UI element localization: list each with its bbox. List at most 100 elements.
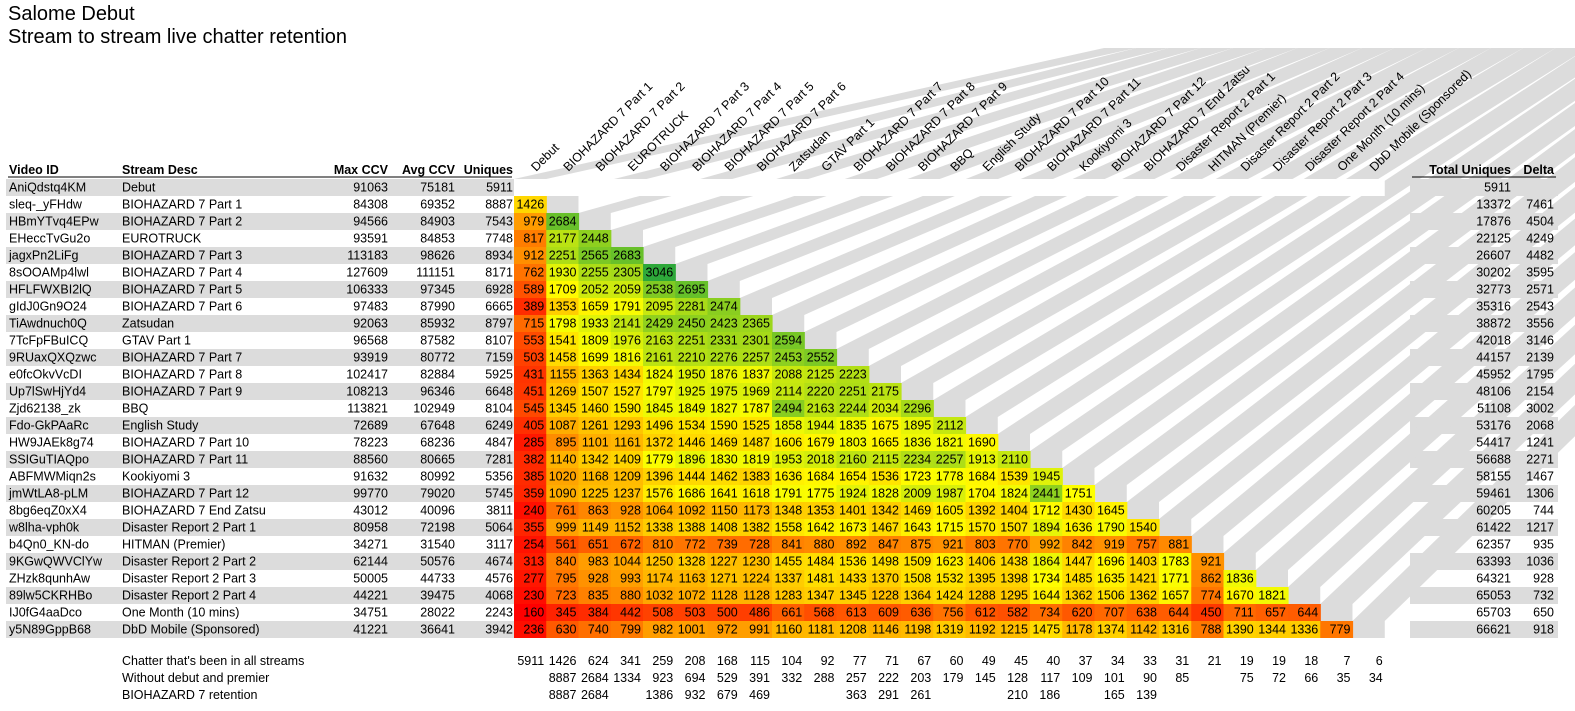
heatmap-cell bbox=[739, 315, 773, 332]
footer-value: 66 bbox=[1304, 671, 1318, 685]
footer-value: 60 bbox=[950, 654, 964, 668]
heatmap-cell-value: 1821 bbox=[1258, 589, 1286, 603]
heatmap-cell bbox=[868, 604, 902, 621]
row-total-uniques: 66621 bbox=[1476, 623, 1511, 637]
heatmap-cell bbox=[1062, 485, 1096, 502]
heatmap-cell-value: 1803 bbox=[839, 436, 867, 450]
heatmap-cell-value: 661 bbox=[781, 606, 802, 620]
heatmap-cell-value: 277 bbox=[523, 572, 544, 586]
row-avg-ccv: 96346 bbox=[420, 385, 455, 399]
heatmap-cell bbox=[546, 570, 580, 587]
row-video-id: ZHzk8qunhAw bbox=[9, 572, 91, 586]
row-stream-desc: Zatsudan bbox=[122, 317, 174, 331]
heatmap-cell-value: 451 bbox=[523, 385, 544, 399]
heatmap-cell-value: 999 bbox=[556, 521, 577, 535]
heatmap-cell bbox=[739, 621, 773, 638]
heatmap-cell bbox=[772, 468, 805, 485]
heatmap-cell bbox=[1094, 502, 1128, 519]
row-stream-desc: GTAV Part 1 bbox=[122, 334, 191, 348]
row-delta: 4482 bbox=[1526, 249, 1554, 263]
header-video-id: Video ID bbox=[9, 163, 59, 177]
heatmap-cell bbox=[804, 434, 838, 451]
heatmap-cell-value: 2115 bbox=[872, 453, 899, 467]
heatmap-cell bbox=[1030, 587, 1063, 604]
row-avg-ccv: 80992 bbox=[420, 470, 455, 484]
row-stream-desc: BIOHAZARD 7 Part 9 bbox=[122, 385, 242, 399]
heatmap-cell bbox=[997, 519, 1031, 536]
heatmap-cell bbox=[675, 451, 709, 468]
heatmap-cell-value: 1261 bbox=[581, 419, 609, 433]
heatmap-cell bbox=[707, 366, 741, 383]
footer-value: 19 bbox=[1272, 654, 1286, 668]
heatmap-cell bbox=[610, 264, 644, 281]
row-video-id: AniQdstq4KM bbox=[9, 181, 86, 195]
heatmap-cell-value: 1798 bbox=[549, 317, 577, 331]
heatmap-cell bbox=[933, 502, 967, 519]
heatmap-cell-value: 1699 bbox=[581, 351, 609, 365]
heatmap-cell bbox=[1126, 621, 1160, 638]
footer-value: 34 bbox=[1111, 654, 1125, 668]
heatmap-cell-value: 1953 bbox=[774, 453, 802, 467]
row-avg-ccv: 80665 bbox=[420, 453, 455, 467]
heatmap-cell-value: 1396 bbox=[645, 470, 673, 484]
heatmap-cell-value: 1342 bbox=[871, 504, 899, 518]
heatmap-cell-value: 1498 bbox=[871, 555, 899, 569]
row-delta: 2571 bbox=[1526, 283, 1554, 297]
row-uniques: 7748 bbox=[485, 232, 513, 246]
heatmap-cell-value: 1636 bbox=[774, 470, 802, 484]
row-total-uniques: 65703 bbox=[1476, 606, 1511, 620]
heatmap-cell-value: 389 bbox=[523, 300, 544, 314]
heatmap-cell-value: 921 bbox=[943, 538, 964, 552]
heatmap-cell bbox=[933, 553, 967, 570]
heatmap-cell-value: 1209 bbox=[613, 470, 641, 484]
heatmap-cell-value: 2474 bbox=[710, 300, 738, 314]
heatmap-cell-value: 1539 bbox=[1000, 470, 1028, 484]
row-avg-ccv: 85932 bbox=[420, 317, 455, 331]
heatmap-cell bbox=[836, 468, 870, 485]
heatmap-cell bbox=[1159, 570, 1192, 587]
row-uniques: 8171 bbox=[485, 266, 513, 280]
footer-value: 391 bbox=[749, 671, 770, 685]
heatmap-cell bbox=[578, 281, 612, 298]
heatmap-cell bbox=[514, 332, 547, 349]
heatmap-cell-value: 1344 bbox=[1258, 623, 1286, 637]
heatmap-cell-value: 1328 bbox=[678, 555, 706, 569]
heatmap-cell-value: 2257 bbox=[936, 453, 964, 467]
heatmap-cell-value: 817 bbox=[523, 232, 544, 246]
heatmap-cell-value: 1507 bbox=[1000, 521, 1028, 535]
heatmap-cell bbox=[1159, 604, 1192, 621]
row-uniques: 6249 bbox=[485, 419, 513, 433]
page-subtitle: Stream to stream live chatter retention bbox=[8, 26, 348, 48]
heatmap-cell bbox=[1094, 604, 1128, 621]
heatmap-cell-value: 1849 bbox=[678, 402, 706, 416]
heatmap-cell-value: 1791 bbox=[613, 300, 641, 314]
heatmap-cell bbox=[772, 417, 805, 434]
heatmap-cell bbox=[933, 434, 967, 451]
heatmap-cell-value: 762 bbox=[523, 266, 544, 280]
heatmap-cell-value: 991 bbox=[749, 623, 770, 637]
row-max-ccv: 44221 bbox=[353, 589, 388, 603]
column-header-band bbox=[675, 48, 1298, 264]
heatmap-cell-value: 835 bbox=[588, 589, 609, 603]
heatmap-cell bbox=[965, 519, 999, 536]
heatmap-cell bbox=[1126, 587, 1160, 604]
row-uniques: 3811 bbox=[486, 504, 513, 518]
row-total-uniques: 5911 bbox=[1484, 181, 1511, 195]
row-delta: 1795 bbox=[1526, 368, 1554, 382]
row-delta: 1467 bbox=[1526, 470, 1554, 484]
heatmap-cell-value: 1462 bbox=[710, 470, 738, 484]
row-avg-ccv: 102949 bbox=[413, 402, 455, 416]
heatmap-cell-value: 1149 bbox=[582, 521, 609, 535]
heatmap-cell bbox=[804, 502, 838, 519]
heatmap-cell-value: 2059 bbox=[613, 283, 641, 297]
heatmap-cell bbox=[546, 451, 580, 468]
heatmap-cell bbox=[675, 536, 709, 553]
heatmap-cell-value: 1684 bbox=[807, 470, 835, 484]
heatmap-cell bbox=[901, 417, 934, 434]
heatmap-cell bbox=[901, 553, 934, 570]
heatmap-cell-value: 1392 bbox=[968, 504, 996, 518]
heatmap-cell bbox=[514, 247, 547, 264]
heatmap-cell-value: 1208 bbox=[839, 623, 867, 637]
row-stream-desc: BIOHAZARD 7 Part 5 bbox=[122, 283, 242, 297]
footer-value: 1334 bbox=[613, 671, 641, 685]
